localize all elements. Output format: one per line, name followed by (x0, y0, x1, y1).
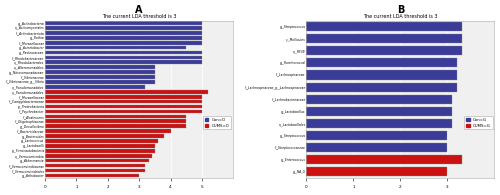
Bar (45, 120, 186, 123)
Bar (306, 34, 462, 43)
Bar (45, 154, 152, 158)
Bar (45, 46, 186, 50)
Bar (45, 159, 148, 162)
Bar (45, 144, 155, 148)
Bar (306, 46, 462, 55)
Bar (306, 107, 452, 116)
Bar (45, 124, 186, 128)
Bar (45, 129, 170, 133)
Bar (306, 82, 457, 92)
Bar (45, 164, 146, 167)
Title: The current LDA threshold is 3: The current LDA threshold is 3 (102, 14, 176, 19)
Bar (45, 95, 202, 99)
Bar (306, 95, 452, 104)
Bar (45, 134, 164, 138)
Bar (45, 114, 186, 118)
Bar (45, 100, 202, 104)
Title: The current LDA threshold is 3: The current LDA threshold is 3 (363, 14, 438, 19)
Bar (45, 41, 202, 44)
Bar (45, 65, 155, 69)
Bar (45, 85, 146, 89)
Bar (45, 56, 202, 59)
Text: A: A (136, 5, 143, 15)
Bar (45, 149, 155, 153)
Bar (45, 70, 155, 74)
Bar (45, 21, 202, 25)
Text: B: B (396, 5, 404, 15)
Bar (306, 70, 457, 80)
Bar (45, 105, 202, 108)
Bar (306, 143, 448, 152)
Bar (45, 36, 202, 40)
Bar (45, 110, 202, 113)
Bar (45, 51, 202, 54)
Bar (306, 22, 462, 31)
Bar (45, 139, 158, 143)
Bar (45, 75, 155, 79)
Bar (306, 167, 448, 176)
Bar (45, 31, 202, 35)
Legend: Con=G, CUMS=G: Con=G, CUMS=G (464, 116, 492, 129)
Bar (45, 80, 155, 84)
Legend: Con=O, CUMS=O: Con=O, CUMS=O (203, 116, 231, 129)
Bar (45, 60, 202, 64)
Bar (306, 58, 457, 67)
Bar (306, 119, 452, 128)
Bar (306, 155, 462, 164)
Bar (45, 174, 139, 177)
Bar (306, 131, 448, 140)
Bar (45, 169, 146, 172)
Bar (45, 26, 202, 30)
Bar (45, 90, 208, 94)
